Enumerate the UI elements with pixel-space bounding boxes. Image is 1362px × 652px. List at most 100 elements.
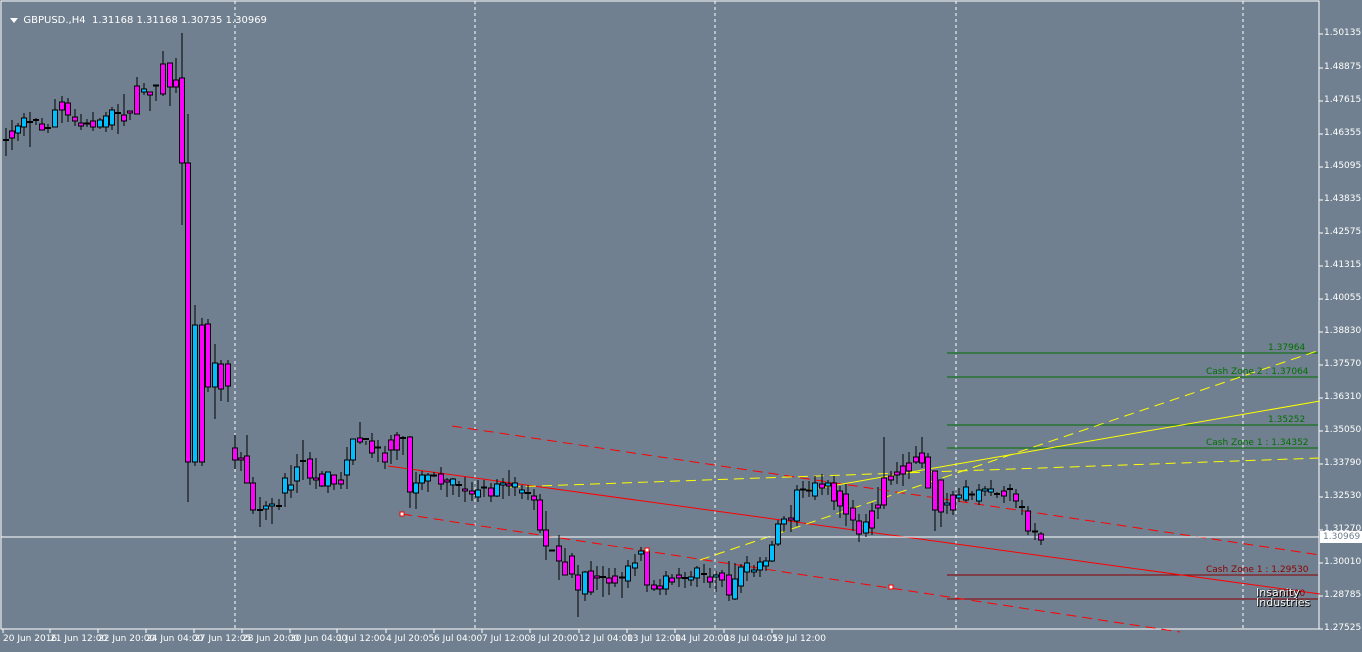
bear-candle [531, 495, 537, 501]
bear-candle [894, 471, 900, 476]
price-tick-label: 1.35050 [1324, 425, 1362, 435]
time-tick-label: 28 Jun 20:00 [242, 634, 300, 644]
bull-candle [751, 569, 757, 573]
bull-candle [944, 502, 950, 506]
bear-candle [651, 584, 657, 590]
bear-candle [462, 488, 468, 492]
bear-candle [719, 572, 725, 581]
bull-candle [963, 486, 969, 501]
price-tick-label: 1.38830 [1324, 326, 1362, 336]
bull-candle [282, 477, 288, 494]
anchor-marker [888, 584, 894, 590]
bear-candle [388, 439, 394, 451]
bull-candle [738, 566, 744, 587]
bear-candle [338, 479, 344, 485]
price-tick-label: 1.42575 [1324, 227, 1362, 237]
bear-candle [205, 323, 211, 388]
bear-candle [167, 62, 173, 88]
bull-candle [694, 567, 700, 579]
zone-label-upper-1: 1.37964 [1268, 343, 1306, 353]
bull-candle [494, 483, 500, 497]
bear-candle [90, 120, 96, 128]
zone-label-upper-3: 1.35252 [1268, 415, 1306, 425]
bull-candle [582, 571, 588, 595]
price-tick-label: 1.43835 [1324, 194, 1362, 204]
zone-label-cash-zone-2: Cash Zone 2 : 1.37064 [1206, 367, 1309, 377]
bear-candle [788, 517, 794, 521]
bear-candle [925, 456, 931, 489]
bull-candle [425, 474, 431, 482]
down-channel-lower-line [401, 513, 1181, 633]
up-channel-lower-line [509, 457, 1321, 488]
price-tick-label: 1.27525 [1324, 623, 1362, 633]
bear-candle [556, 545, 562, 562]
price-tick-label: 1.41315 [1324, 260, 1362, 270]
bear-candle [644, 550, 650, 586]
bear-candle [407, 436, 413, 493]
bear-candle [569, 555, 575, 575]
bull-candle [344, 459, 350, 476]
bear-candle [950, 494, 956, 511]
bear-candle [1001, 490, 1007, 497]
watermark-logo: Insanity Industries [1256, 587, 1311, 609]
bull-candle [192, 324, 198, 463]
time-tick-label: 19 Jul 12:00 [772, 634, 826, 644]
bull-candle [21, 117, 27, 128]
price-tick-label: 1.46355 [1324, 128, 1362, 138]
bull-candle [769, 544, 775, 562]
bull-candle [956, 494, 962, 499]
zone-label-cash-zone-1-lower: Cash Zone 1 : 1.29530 [1206, 565, 1309, 575]
bear-candle [806, 489, 812, 492]
bear-candle [843, 493, 849, 515]
watermark-line2: Industries [1256, 596, 1311, 609]
up-channel-middle-line [807, 400, 1321, 491]
bull-candle [663, 575, 669, 590]
bear-candle [357, 437, 363, 443]
time-tick-label: 14 Jul 20:00 [675, 634, 729, 644]
bull-candle [988, 488, 994, 493]
bear-candle [127, 110, 133, 114]
bear-candle [173, 79, 179, 88]
bear-candle [1032, 530, 1038, 533]
bull-candle [863, 521, 869, 534]
bear-candle [969, 493, 975, 496]
anchor-marker [399, 511, 405, 517]
bull-candle [512, 482, 518, 488]
triangle-down-icon[interactable] [10, 17, 19, 23]
price-tick-label: 1.45095 [1324, 161, 1362, 171]
chart-title: GBPUSD.,H4 1.31168 1.31168 1.30735 1.309… [4, 4, 267, 26]
bear-candle [72, 116, 78, 122]
bear-candle [307, 458, 313, 479]
bear-candle [881, 477, 887, 506]
time-tick-label: 24 Jun 04:00 [146, 634, 204, 644]
bull-candle [212, 362, 218, 388]
bull-candle [519, 489, 525, 494]
time-tick-label: 18 Jul 04:05 [724, 634, 778, 644]
bull-candle [153, 84, 159, 87]
bear-candle [444, 479, 450, 483]
down-channel-middle-line [387, 465, 1321, 595]
bear-candle [562, 561, 568, 576]
price-tick-label: 1.50135 [1324, 28, 1362, 38]
bull-candle [812, 482, 818, 497]
bear-candle [78, 122, 84, 127]
bear-candle [39, 123, 45, 131]
bear-candle [331, 474, 337, 485]
bear-candle [218, 363, 224, 390]
bull-candle [97, 119, 103, 128]
bear-candle [594, 575, 600, 579]
bull-candle [632, 562, 638, 569]
bull-candle [781, 518, 787, 525]
bull-candle [713, 574, 719, 578]
time-tick-label: 6 Jul 04:00 [434, 634, 483, 644]
bear-candle [369, 440, 375, 454]
bear-candle [831, 482, 837, 502]
bull-candle [638, 550, 644, 555]
bull-candle [431, 474, 437, 477]
bull-candle [419, 474, 425, 484]
bear-candle [726, 574, 732, 596]
bear-candle [932, 470, 938, 511]
bear-candle [888, 475, 894, 481]
price-tick-label: 1.37570 [1324, 359, 1362, 369]
